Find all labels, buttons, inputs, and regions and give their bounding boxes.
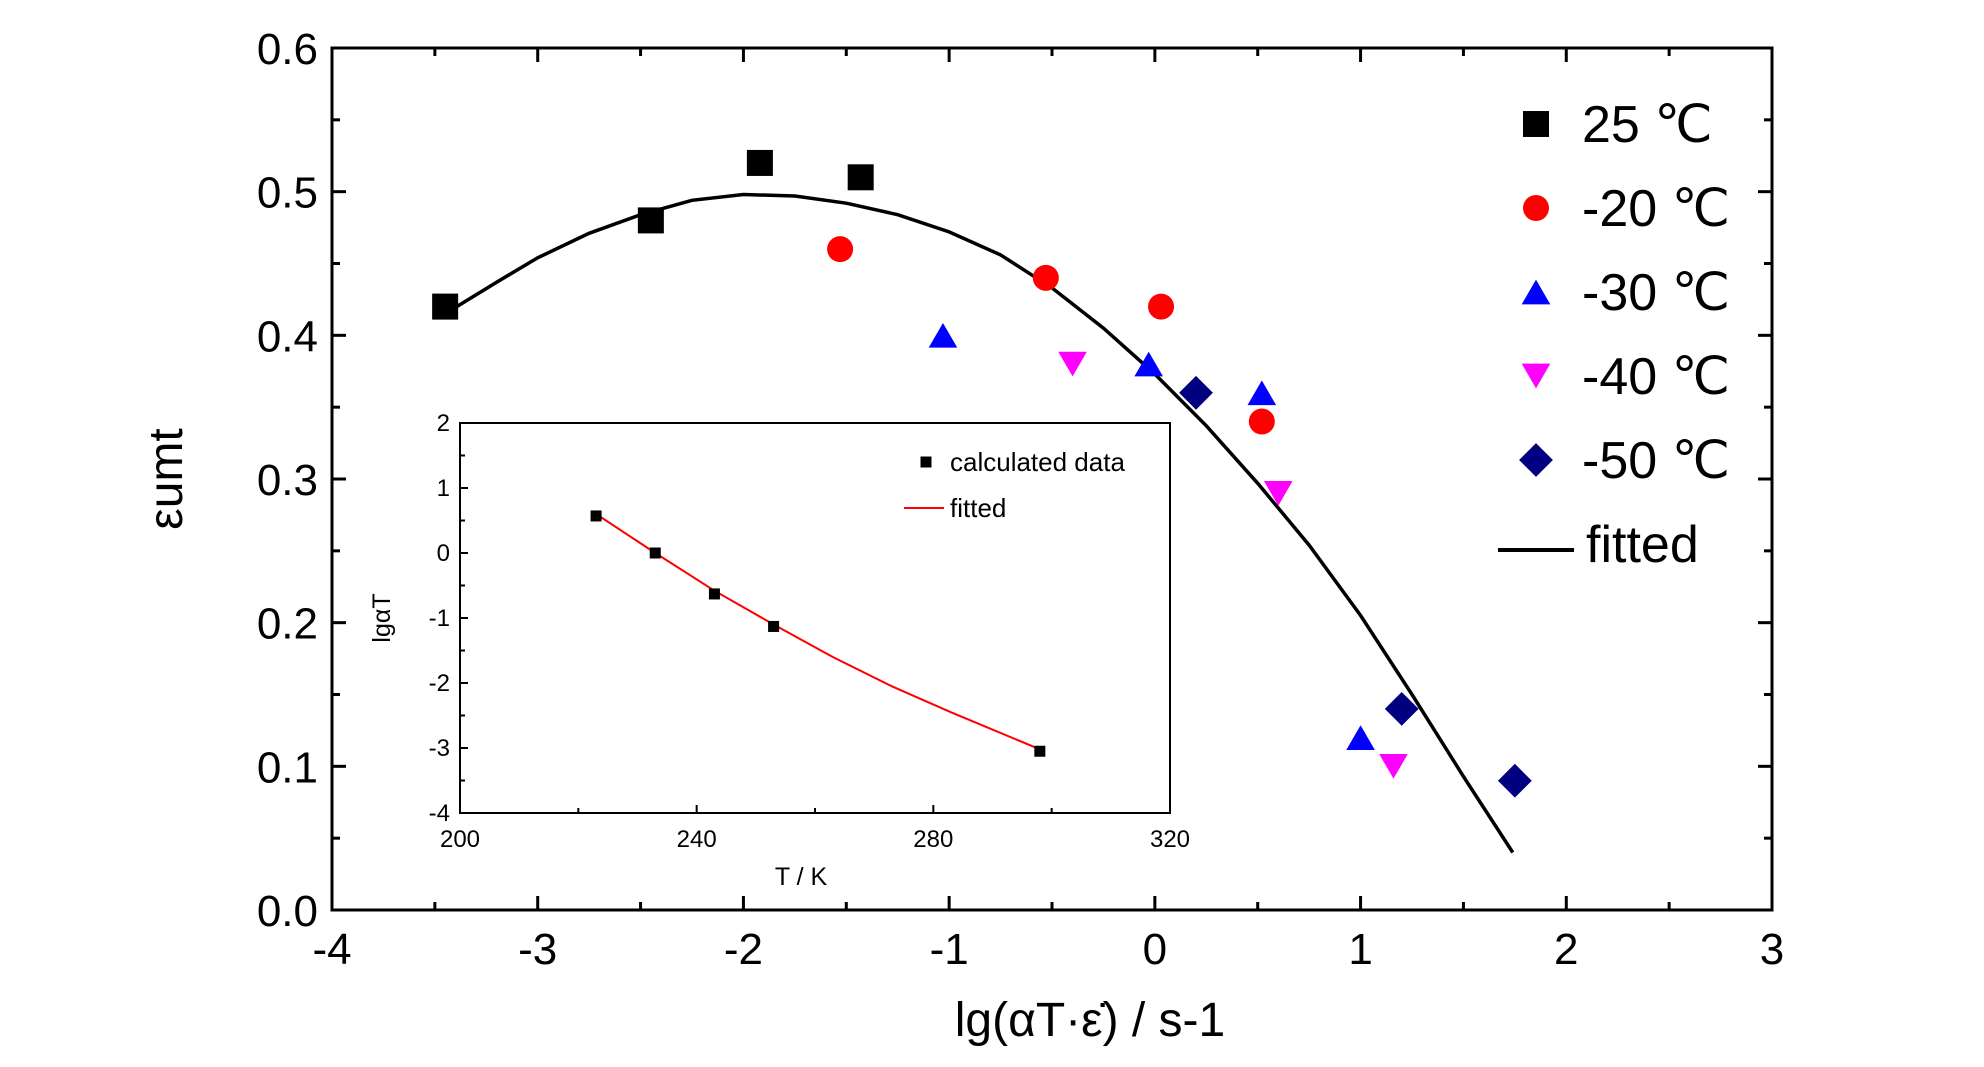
inset-legend-label: fitted bbox=[950, 493, 1006, 523]
inset-y-tick-label: -4 bbox=[429, 800, 450, 827]
y-axis-title: εumt bbox=[140, 428, 193, 529]
inset-plot-frame bbox=[459, 422, 1171, 814]
y-tick-label: 0.5 bbox=[257, 169, 318, 218]
legend-marker-50-c bbox=[1519, 443, 1553, 477]
x-tick-label: -3 bbox=[518, 925, 557, 974]
inset-y-tick-label: 2 bbox=[437, 410, 450, 437]
y-tick-label: 0.4 bbox=[257, 312, 318, 361]
inset-fitted-curve bbox=[595, 513, 1041, 751]
data-point-25-c bbox=[746, 149, 773, 176]
inset-legend-label: calculated data bbox=[950, 447, 1125, 477]
inset-y-tick-label: -2 bbox=[429, 670, 450, 697]
inset-y-tick-label: -1 bbox=[429, 605, 450, 632]
main-chart: -4 -3 -2 -1 0 1 2 3 0.0 0.1 0.2 0.3 0.4 0.5 0.6 lg(αT·ε… bbox=[140, 25, 1784, 1047]
x-tick-label: 1 bbox=[1348, 925, 1372, 974]
data-point-25-c bbox=[637, 207, 664, 234]
inset-y-axis-title: lgαT bbox=[368, 593, 396, 642]
inset-data-point bbox=[768, 620, 780, 632]
inset-y-tick-label: -3 bbox=[429, 735, 450, 762]
x-tick-label: 2 bbox=[1554, 925, 1578, 974]
data-point-25-c bbox=[847, 164, 874, 191]
legend-label: -20 ℃ bbox=[1582, 180, 1730, 238]
data-point-20-c bbox=[827, 236, 854, 263]
data-point-20-c bbox=[1032, 264, 1059, 291]
data-point-40-c bbox=[1379, 753, 1408, 779]
inset-y-tick-label: 1 bbox=[437, 475, 450, 502]
legend-label: fitted bbox=[1586, 516, 1699, 574]
inset-x-tick-label: 320 bbox=[1150, 826, 1190, 853]
inset-data-point bbox=[649, 547, 661, 559]
x-tick-label: 0 bbox=[1143, 925, 1167, 974]
data-point-30-c bbox=[1346, 725, 1375, 750]
legend-label: -50 ℃ bbox=[1582, 432, 1730, 490]
x-tick-label: -4 bbox=[312, 925, 351, 974]
data-point-30-c bbox=[1247, 380, 1277, 406]
legend-label: -30 ℃ bbox=[1582, 264, 1730, 322]
legend-marker-20-c bbox=[1523, 195, 1549, 221]
legend-marker-30-c bbox=[1521, 279, 1551, 305]
y-tick-label: 0.6 bbox=[257, 25, 318, 74]
data-point-50-c bbox=[1384, 691, 1419, 726]
data-point-30-c bbox=[1134, 351, 1163, 377]
inset-x-tick-label: 200 bbox=[440, 826, 480, 853]
inset-x-axis-title: T / K bbox=[775, 863, 828, 891]
legend-label: 25 ℃ bbox=[1582, 96, 1713, 154]
data-point-20-c bbox=[1148, 293, 1175, 320]
inset-x-tick-label: 280 bbox=[913, 826, 953, 853]
inset-y-tick-label: 0 bbox=[437, 540, 450, 567]
inset-x-tick-label: 240 bbox=[677, 826, 717, 853]
data-point-25-c bbox=[432, 293, 459, 320]
data-point-50-c bbox=[1179, 375, 1213, 410]
inset-data-point bbox=[708, 588, 720, 600]
data-point-50-c bbox=[1497, 763, 1532, 798]
y-tick-label: 0.0 bbox=[257, 887, 318, 936]
x-axis-title: lg(αT·ε̇) / s-1 bbox=[955, 994, 1225, 1047]
inset-data-point bbox=[590, 510, 602, 522]
legend-marker-25-c bbox=[1523, 111, 1549, 137]
x-tick-label: -2 bbox=[724, 925, 763, 974]
data-point-40-c bbox=[1263, 481, 1293, 506]
x-tick-label: 3 bbox=[1760, 925, 1784, 974]
data-point-30-c bbox=[928, 322, 958, 348]
inset-data-point bbox=[1034, 745, 1046, 757]
y-tick-label: 0.1 bbox=[257, 743, 318, 792]
legend-label: -40 ℃ bbox=[1582, 348, 1730, 406]
y-tick-label: 0.3 bbox=[257, 456, 318, 505]
data-point-40-c bbox=[1058, 351, 1087, 377]
inset-chart: 200 240 280 320 -4 -3 -2 -1 0 1 2 T / K lgαT calculat… bbox=[368, 410, 1190, 891]
fitted-curve bbox=[444, 192, 1515, 854]
legend-marker-40-c bbox=[1521, 363, 1551, 389]
data-point-20-c bbox=[1248, 408, 1275, 435]
x-tick-label: -1 bbox=[930, 925, 969, 974]
y-tick-label: 0.2 bbox=[257, 600, 318, 649]
inset-legend-marker bbox=[920, 456, 932, 468]
